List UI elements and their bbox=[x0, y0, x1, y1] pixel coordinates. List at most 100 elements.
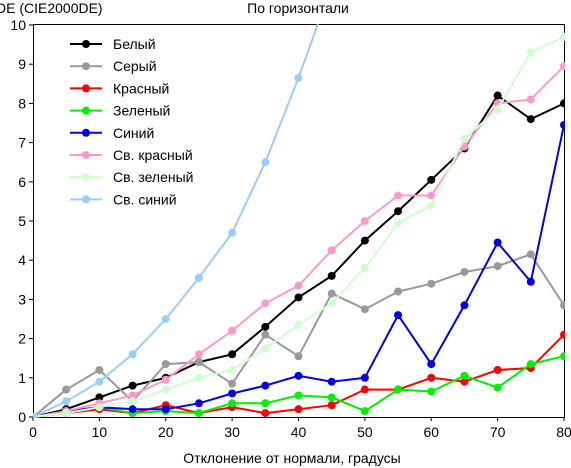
data-point bbox=[394, 385, 403, 394]
data-point bbox=[560, 352, 565, 361]
data-point bbox=[493, 91, 502, 100]
data-point bbox=[526, 250, 535, 259]
data-point bbox=[493, 105, 502, 114]
data-point bbox=[493, 238, 502, 247]
legend-item: Серый bbox=[70, 58, 157, 74]
data-point bbox=[294, 352, 303, 361]
data-point bbox=[427, 387, 436, 396]
legend: Белый Серый Красный Зеленый Синий Св. красный… bbox=[70, 36, 193, 207]
y-tick-label: 3 bbox=[18, 291, 26, 307]
y-tick-label: 7 bbox=[18, 135, 26, 151]
y-tick-label: 8 bbox=[18, 95, 26, 111]
data-point bbox=[261, 322, 270, 331]
data-point bbox=[228, 365, 237, 374]
data-point bbox=[427, 175, 436, 184]
legend-swatch-marker bbox=[82, 128, 90, 137]
data-point bbox=[194, 273, 203, 282]
data-point bbox=[95, 377, 104, 386]
data-point bbox=[194, 399, 203, 408]
series-line bbox=[33, 65, 565, 418]
data-point bbox=[62, 385, 71, 394]
data-point bbox=[360, 217, 369, 225]
x-tick-label: 80 bbox=[556, 424, 571, 440]
data-point bbox=[294, 281, 303, 290]
x-axis-label: Отклонение от нормали, градусы bbox=[183, 450, 400, 466]
series-6 bbox=[33, 62, 565, 418]
data-point bbox=[327, 299, 336, 308]
data-point bbox=[294, 320, 303, 329]
series-layer bbox=[33, 24, 565, 418]
data-point bbox=[526, 115, 535, 124]
legend-label: Синий bbox=[113, 125, 154, 141]
data-point bbox=[460, 267, 469, 276]
data-point bbox=[394, 218, 403, 227]
data-point bbox=[526, 360, 535, 369]
legend-item: Синий bbox=[70, 125, 154, 141]
data-point bbox=[493, 262, 502, 271]
legend-item: Св. синий bbox=[70, 191, 177, 207]
data-point bbox=[427, 191, 436, 200]
axis-ticks: 0 10 20 30 40 50 60 70 80 0 1 2 3 4 5 6 7 8 9 10 bbox=[10, 17, 571, 440]
data-point bbox=[394, 207, 403, 216]
data-point bbox=[427, 373, 436, 382]
data-point bbox=[228, 399, 237, 408]
data-point bbox=[261, 399, 270, 408]
data-point bbox=[327, 377, 336, 386]
legend-label: Красный bbox=[113, 80, 169, 96]
data-point bbox=[360, 407, 369, 416]
data-point bbox=[360, 373, 369, 382]
y-tick-label: 9 bbox=[18, 56, 26, 72]
data-point bbox=[560, 120, 565, 129]
data-point bbox=[526, 95, 535, 104]
data-point bbox=[33, 413, 37, 418]
data-point bbox=[228, 389, 237, 398]
legend-label: Белый bbox=[113, 36, 156, 52]
series-1 bbox=[33, 91, 565, 418]
data-point bbox=[460, 301, 469, 310]
data-point bbox=[62, 409, 71, 418]
data-point bbox=[194, 350, 203, 359]
legend-item: Св. зеленый bbox=[70, 169, 193, 185]
y-tick-label: 5 bbox=[18, 213, 26, 229]
data-point bbox=[161, 405, 170, 414]
data-point bbox=[526, 48, 535, 57]
data-point bbox=[62, 397, 71, 406]
data-point bbox=[128, 391, 137, 400]
data-point bbox=[161, 385, 170, 394]
data-point bbox=[261, 409, 270, 418]
data-point bbox=[560, 62, 565, 71]
data-point bbox=[360, 385, 369, 394]
data-point bbox=[560, 301, 565, 310]
data-point bbox=[427, 201, 436, 210]
data-point bbox=[560, 99, 565, 108]
data-point bbox=[228, 326, 237, 335]
data-point bbox=[194, 373, 203, 382]
legend-item: Зеленый bbox=[70, 103, 170, 119]
data-point bbox=[427, 360, 436, 369]
x-tick-label: 50 bbox=[357, 424, 373, 440]
data-point bbox=[128, 350, 137, 359]
data-point bbox=[327, 289, 336, 298]
series-line bbox=[33, 24, 319, 418]
data-point bbox=[128, 397, 137, 406]
legend-item: Красный bbox=[70, 80, 169, 96]
y-tick-label: 6 bbox=[18, 174, 26, 190]
data-point bbox=[327, 246, 336, 255]
data-point bbox=[394, 311, 403, 320]
data-point bbox=[460, 371, 469, 380]
data-point bbox=[95, 393, 104, 402]
data-point bbox=[394, 191, 403, 200]
legend-item: Св. красный bbox=[70, 147, 193, 163]
data-point bbox=[294, 73, 303, 82]
data-point bbox=[95, 365, 104, 374]
data-point bbox=[327, 271, 336, 280]
data-point bbox=[560, 32, 565, 41]
data-point bbox=[493, 383, 502, 392]
data-point bbox=[161, 315, 170, 323]
x-tick-label: 40 bbox=[291, 424, 307, 440]
data-point bbox=[427, 279, 436, 288]
series-5 bbox=[33, 120, 565, 418]
data-point bbox=[194, 409, 203, 418]
data-point bbox=[327, 393, 336, 402]
data-point bbox=[560, 330, 565, 339]
